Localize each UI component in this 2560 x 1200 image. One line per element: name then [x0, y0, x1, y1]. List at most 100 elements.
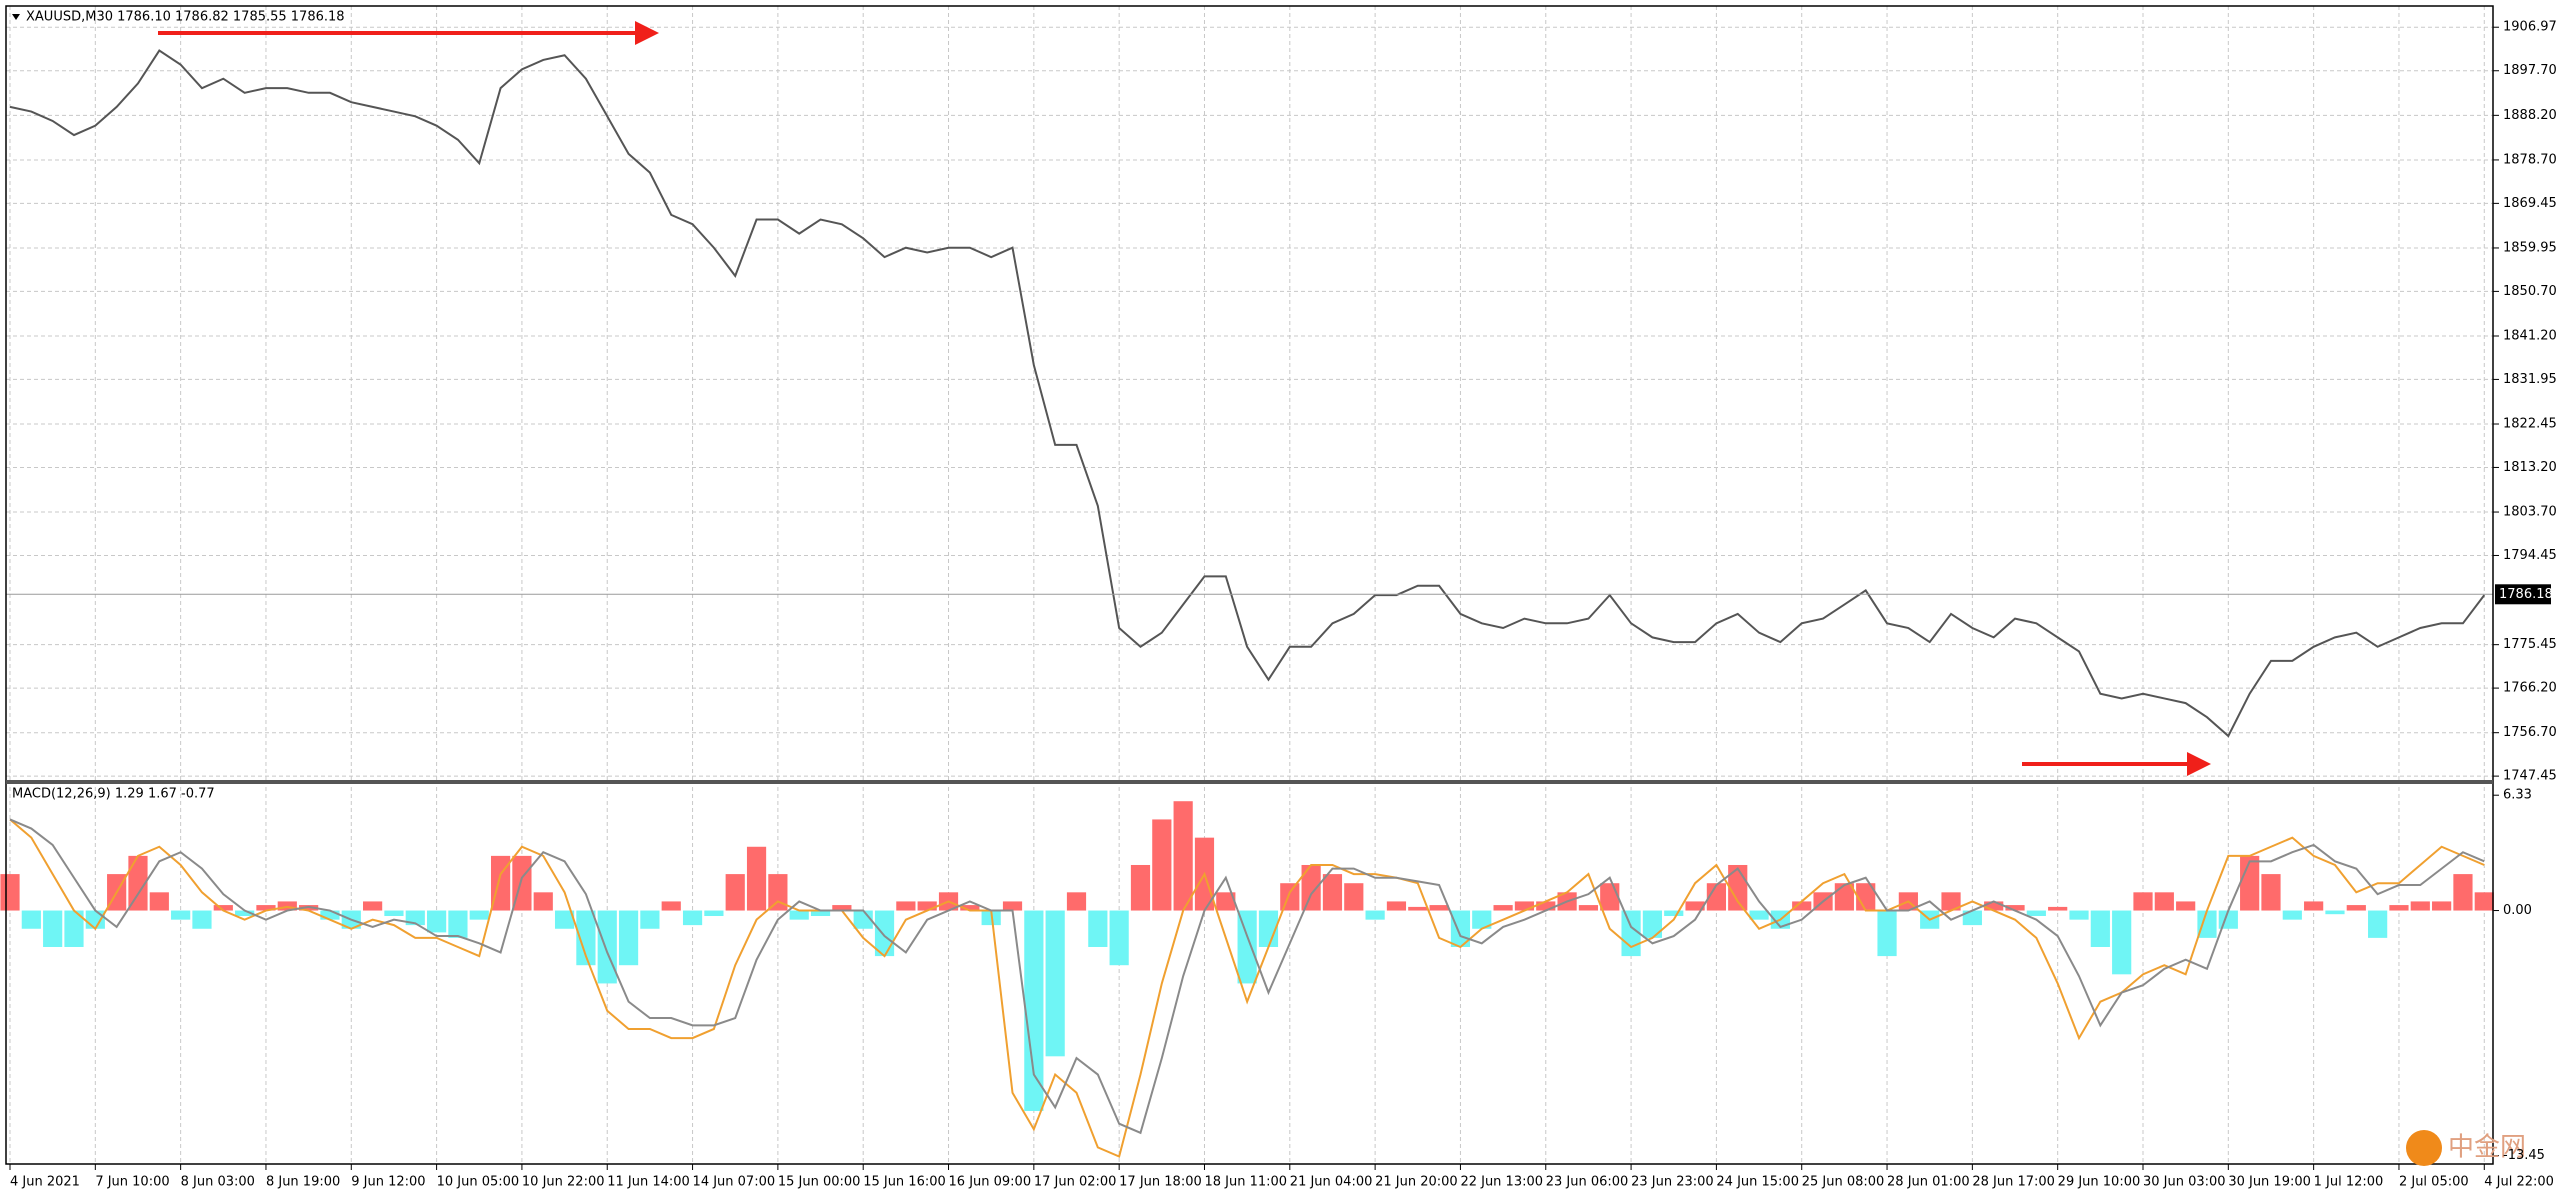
histogram-bar	[2026, 910, 2046, 917]
histogram-bar	[832, 905, 852, 911]
histogram-bar	[1258, 910, 1279, 947]
histogram-bar	[320, 910, 340, 920]
histogram-bar	[2090, 910, 2110, 947]
x-tick-label: 23 Jun 06:00	[1546, 1175, 1629, 1190]
indicator-title: MACD(12,26,9) 1.29 1.67 -0.77	[12, 787, 215, 802]
histogram-bar	[1685, 901, 1705, 911]
histogram-bar	[2176, 901, 2196, 911]
x-tick-label: 15 Jun 16:00	[863, 1175, 946, 1190]
y-tick-label: 1850.70	[2503, 284, 2557, 299]
histogram-bar	[896, 901, 916, 911]
x-tick-label: 22 Jun 13:00	[1460, 1175, 1543, 1190]
x-tick-label: 25 Jun 08:00	[1802, 1175, 1885, 1190]
x-tick-label: 10 Jun 05:00	[437, 1175, 520, 1190]
histogram-bar	[1066, 892, 1087, 911]
histogram-bar	[1408, 906, 1428, 911]
histogram-bar	[1322, 874, 1343, 911]
histogram-bar	[533, 892, 553, 911]
histogram-bar	[597, 910, 617, 984]
x-tick-label: 21 Jun 20:00	[1375, 1175, 1458, 1190]
histogram-bar	[2240, 855, 2260, 911]
histogram-bar	[85, 910, 105, 929]
histogram-bar	[1173, 801, 1193, 911]
histogram-bar	[1344, 883, 1364, 911]
histogram-bar	[1728, 864, 1748, 911]
histogram-bar	[1578, 905, 1599, 911]
histogram-bar	[874, 910, 895, 957]
histogram-bar	[1045, 910, 1065, 1057]
histogram-bar	[768, 874, 788, 911]
histogram-bar	[1216, 892, 1236, 911]
x-tick-label: 10 Jun 22:00	[522, 1175, 605, 1190]
histogram-bar	[2389, 905, 2409, 911]
histogram-bar	[960, 905, 980, 911]
y-tick-label: 1822.45	[2503, 417, 2557, 432]
histogram-bar	[1365, 910, 1385, 920]
x-tick-label: 29 Jun 10:00	[2058, 1175, 2141, 1190]
histogram-bar	[64, 910, 84, 947]
histogram-bar	[21, 910, 41, 929]
last-price-box	[2495, 584, 2551, 605]
histogram-bar	[469, 910, 489, 920]
histogram-bar	[213, 905, 233, 911]
x-tick-label: 17 Jun 18:00	[1119, 1175, 1202, 1190]
x-tick-label: 2 Jul 05:00	[2399, 1175, 2469, 1190]
histogram-bar	[1941, 892, 1961, 911]
x-tick-label: 17 Jun 02:00	[1034, 1175, 1117, 1190]
y-tick-label: 1841.20	[2503, 328, 2557, 343]
x-tick-label: 24 Jun 15:00	[1716, 1175, 1799, 1190]
histogram-bar	[2325, 910, 2345, 915]
histogram-bar	[128, 855, 148, 911]
x-tick-label: 23 Jun 23:00	[1631, 1175, 1714, 1190]
histogram-bar	[2197, 910, 2217, 938]
histogram-bar	[1642, 910, 1663, 938]
histogram-bar	[1237, 910, 1257, 984]
histogram-bar	[789, 910, 809, 920]
histogram-bar	[1877, 910, 1897, 957]
histogram-bar	[1600, 883, 1620, 911]
x-tick-label: 8 Jun 03:00	[181, 1175, 255, 1190]
histogram-bar	[256, 905, 276, 911]
histogram-bar	[810, 910, 831, 917]
histogram-bar	[746, 846, 767, 911]
histogram-bar	[1834, 883, 1854, 911]
x-tick-label: 14 Jun 07:00	[693, 1175, 776, 1190]
histogram-bar	[1280, 883, 1300, 911]
watermark: 中金网	[2448, 1133, 2526, 1163]
x-tick-label: 21 Jun 04:00	[1290, 1175, 1373, 1190]
x-tick-label: 28 Jun 01:00	[1887, 1175, 1970, 1190]
y-tick-label: 1888.20	[2503, 108, 2557, 123]
histogram-bar	[1962, 910, 1982, 926]
histogram-bar	[2154, 892, 2174, 911]
histogram-bar	[149, 892, 169, 911]
histogram-bar	[661, 901, 681, 911]
y-tick-label: 1859.95	[2503, 240, 2557, 255]
histogram-bar	[2432, 901, 2452, 911]
histogram-bar	[2048, 906, 2068, 911]
x-tick-label: 30 Jun 03:00	[2143, 1175, 2226, 1190]
histogram-bar	[2453, 874, 2473, 911]
histogram-bar	[554, 910, 575, 929]
histogram-bar	[0, 874, 20, 911]
y-tick-label: 1869.45	[2503, 196, 2557, 211]
indicator-line	[9, 818, 2485, 1158]
y-tick-label: 1775.45	[2503, 637, 2557, 652]
histogram-bar	[704, 910, 724, 917]
y-tick-label: 1747.45	[2503, 769, 2557, 784]
y-tick-label: 1813.20	[2503, 460, 2557, 475]
histogram-bar	[2112, 910, 2132, 975]
x-tick-label: 7 Jun 10:00	[95, 1175, 169, 1190]
y-tick-label: 6.33	[2503, 788, 2532, 803]
histogram-bar	[1002, 901, 1023, 911]
histogram-bar	[2304, 901, 2324, 911]
x-tick-label: 15 Jun 00:00	[778, 1175, 861, 1190]
histogram-bar	[1514, 901, 1535, 911]
x-tick-label: 11 Jun 14:00	[607, 1175, 690, 1190]
x-tick-label: 1 Jul 12:00	[2314, 1175, 2384, 1190]
histogram-bar	[43, 910, 63, 947]
histogram-bar	[1493, 905, 1513, 911]
last-price-label: 1786.18	[2499, 587, 2553, 602]
